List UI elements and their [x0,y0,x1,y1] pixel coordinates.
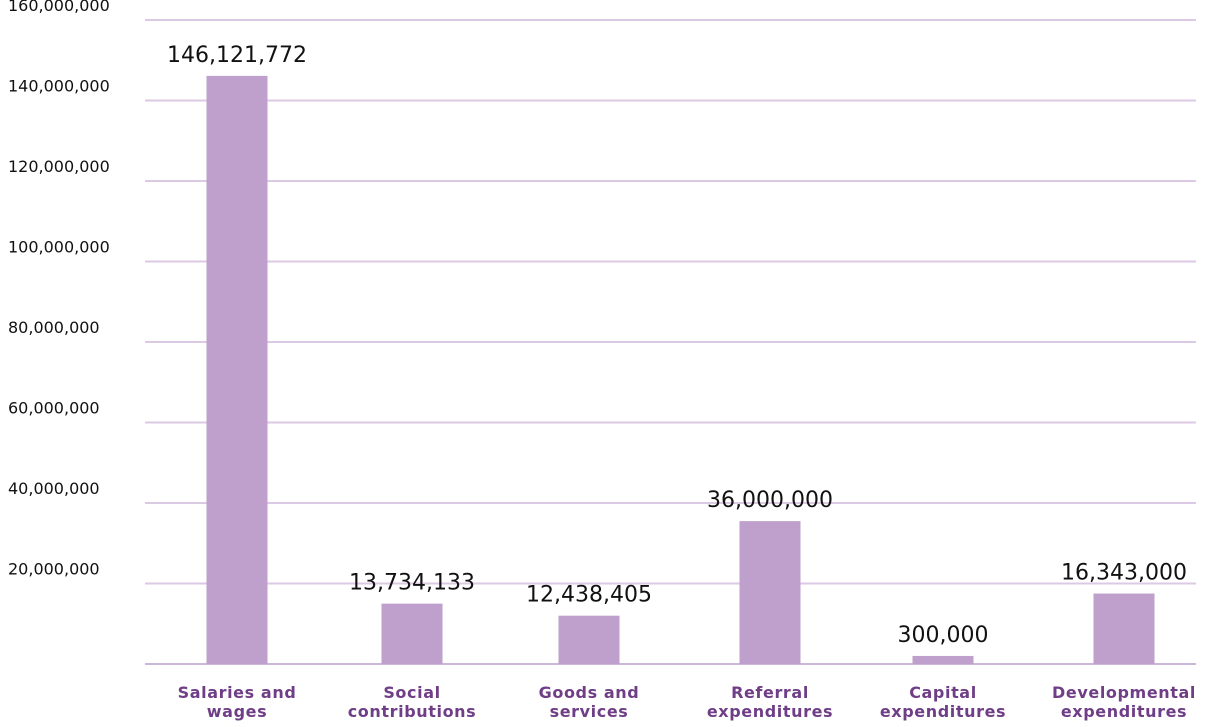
bar [206,75,268,665]
data-label: 12,438,405 [526,583,652,608]
data-label: 13,734,133 [349,571,475,596]
x-tick-label: Social contributions [348,683,477,721]
x-tick-label-line: Salaries and [178,683,297,702]
y-tick-label: 40,000,000 [8,479,100,498]
x-tick-label: Capital expenditures [880,683,1006,721]
y-tick-label: 160,000,000 [8,0,110,15]
data-label: 16,343,000 [1061,561,1187,586]
x-tick-label-line: expenditures [1061,702,1187,721]
bar [381,603,443,664]
y-tick-label: 80,000,000 [8,318,100,337]
x-tick-label-line: contributions [348,702,477,721]
data-label: 36,000,000 [707,488,833,513]
bars [206,75,1155,665]
x-tick-label-line: wages [207,702,267,721]
x-tick-label-line: Goods and [539,683,640,702]
x-tick-label-line: expenditures [880,702,1006,721]
y-tick-label: 100,000,000 [8,238,110,257]
x-tick-label: Goods and services [539,683,640,721]
x-axis-labels: Salaries and wages Social contributions Good… [178,683,1196,721]
x-tick-label-line: Capital [909,683,977,702]
data-label: 146,121,772 [167,43,307,68]
bar [739,521,801,664]
bar [912,655,974,664]
y-tick-label: 140,000,000 [8,77,110,96]
x-tick-label-line: Social [383,683,440,702]
y-axis-ticks: 160,000,000 140,000,000 120,000,000 100,000… [8,0,110,579]
y-tick-label: 60,000,000 [8,399,100,418]
bar [558,615,620,664]
x-tick-label-line: Referral [731,683,809,702]
x-tick-label-line: services [550,702,629,721]
bar [1093,593,1155,664]
x-tick-label: Referral expenditures [707,683,833,721]
x-tick-label: Salaries and wages [178,683,297,721]
data-labels: 146,121,772 13,734,133 12,438,405 36,000,00… [167,43,1187,648]
data-label: 300,000 [898,623,989,648]
x-tick-label-line: Developmental [1052,683,1196,702]
y-tick-label: 20,000,000 [8,560,100,579]
x-tick-label: Developmental expenditures [1052,683,1196,721]
x-tick-label-line: expenditures [707,702,833,721]
gridlines [145,19,1196,665]
y-tick-label: 120,000,000 [8,157,110,176]
